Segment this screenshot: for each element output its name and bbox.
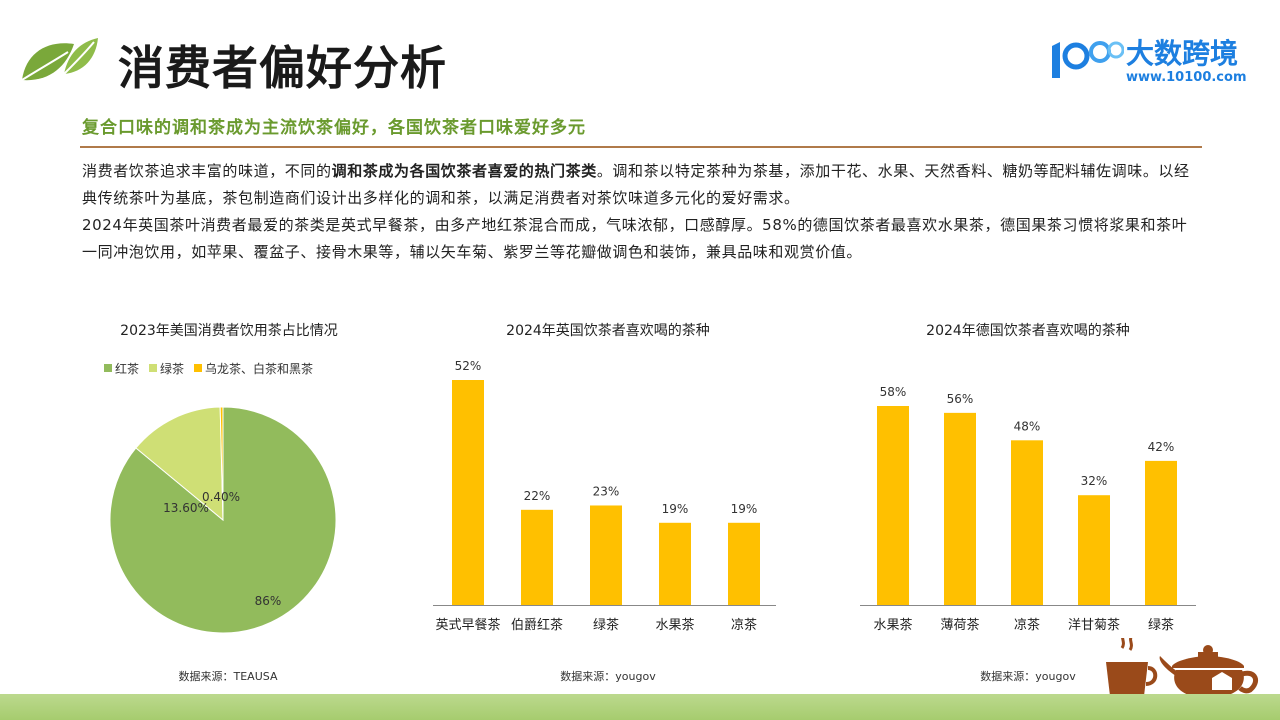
legend-item: 乌龙茶、白茶和黑茶 <box>194 360 313 377</box>
bar-data-label: 32% <box>1081 474 1108 488</box>
bar-data-label: 19% <box>662 502 689 516</box>
bar-data-label: 58% <box>880 385 907 399</box>
uk-bar-chart: 52% 英式早餐茶 22% 伯爵红茶 23% 绿茶 19% 水果茶 19% 凉茶 <box>433 359 776 633</box>
bar <box>944 412 976 605</box>
bar-data-label: 56% <box>947 392 974 406</box>
legend-item: 红茶 <box>104 360 139 377</box>
legend-label: 绿茶 <box>160 361 185 376</box>
pie-slice <box>135 406 224 522</box>
paragraph-1: 消费者饮茶追求丰富的味道，不同的调和茶成为各国饮茶者喜爱的热门茶类。调和茶以特定… <box>82 162 1190 207</box>
bar <box>1011 440 1043 605</box>
de-bar-chart: 58% 水果茶 56% 薄荷茶 48% 凉茶 32% 洋甘菊茶 42% 绿茶 <box>860 385 1196 633</box>
legend-label: 乌龙茶、白茶和黑茶 <box>205 361 314 376</box>
bar-data-label: 42% <box>1148 440 1175 454</box>
legend-swatch <box>104 364 112 372</box>
bar <box>452 380 484 605</box>
bar <box>1145 460 1177 605</box>
page-title: 消费者偏好分析 <box>118 41 447 95</box>
bar <box>877 406 909 605</box>
leaf-logo-icon <box>21 38 98 81</box>
category-label: 洋甘菊茶 <box>1068 617 1120 633</box>
legend-label: 红茶 <box>115 361 140 376</box>
teapot-icon <box>1102 638 1259 700</box>
subtitle: 复合口味的调和茶成为主流饮茶偏好，各国饮茶者口味爱好多元 <box>82 118 586 138</box>
category-label: 水果茶 <box>655 617 694 633</box>
uk-source: 数据来源：yougov <box>560 670 656 683</box>
pie-data-label: 13.60% <box>163 501 209 515</box>
pie-legend: 红茶 绿茶 乌龙茶、白茶和黑茶 <box>104 357 323 377</box>
brand-logo: 大数跨境 www.10100.com <box>1046 32 1256 92</box>
brand-name: 大数跨境 <box>1126 37 1239 70</box>
body-text: 消费者饮茶追求丰富的味道，不同的调和茶成为各国饮茶者喜爱的热门茶类。调和茶以特定… <box>82 158 1200 266</box>
category-label: 凉茶 <box>1014 617 1040 633</box>
pie-chart: 86% 13.60%0.40% <box>109 406 337 634</box>
category-label: 水果茶 <box>873 617 912 633</box>
legend-item: 绿茶 <box>149 360 184 377</box>
category-label: 凉茶 <box>731 617 757 633</box>
bottom-bar <box>0 694 1280 720</box>
de-source: 数据来源：yougov <box>980 670 1076 683</box>
category-label: 绿茶 <box>593 617 619 633</box>
bar-data-label: 19% <box>731 502 758 516</box>
bar-data-label: 48% <box>1014 419 1041 433</box>
pie-source: 数据来源：TEAUSA <box>178 670 278 683</box>
brand-mark-icon <box>1052 41 1124 78</box>
brand-url: www.10100.com <box>1126 70 1247 85</box>
category-label: 英式早餐茶 <box>435 617 500 633</box>
pie-data-label: 0.40% <box>202 490 240 504</box>
legend-swatch <box>194 364 203 372</box>
pie-slice <box>219 406 224 521</box>
bar <box>590 505 622 605</box>
legend-swatch <box>149 364 158 372</box>
paragraph-2: 2024年英国茶叶消费者最爱的茶类是英式早餐茶，由多产地红茶混合而成，气味浓郁，… <box>82 216 1188 261</box>
bar <box>521 509 553 605</box>
de-chart-title: 2024年德国饮茶者喜欢喝的茶种 <box>926 323 1130 339</box>
category-label: 绿茶 <box>1148 617 1174 633</box>
bar <box>1078 495 1110 605</box>
uk-chart-title: 2024年英国饮茶者喜欢喝的茶种 <box>506 323 710 339</box>
category-label: 薄荷茶 <box>940 617 979 633</box>
bar-data-label: 23% <box>593 484 620 498</box>
category-label: 伯爵红茶 <box>511 617 563 633</box>
pie-data-label: 86% <box>255 594 282 608</box>
bar-data-label: 22% <box>524 489 551 503</box>
bar-data-label: 52% <box>455 359 482 373</box>
bar <box>659 522 691 605</box>
divider <box>80 146 1202 148</box>
bar <box>728 522 760 605</box>
pie-chart-title: 2023年美国消费者饮用茶占比情况 <box>120 323 338 339</box>
